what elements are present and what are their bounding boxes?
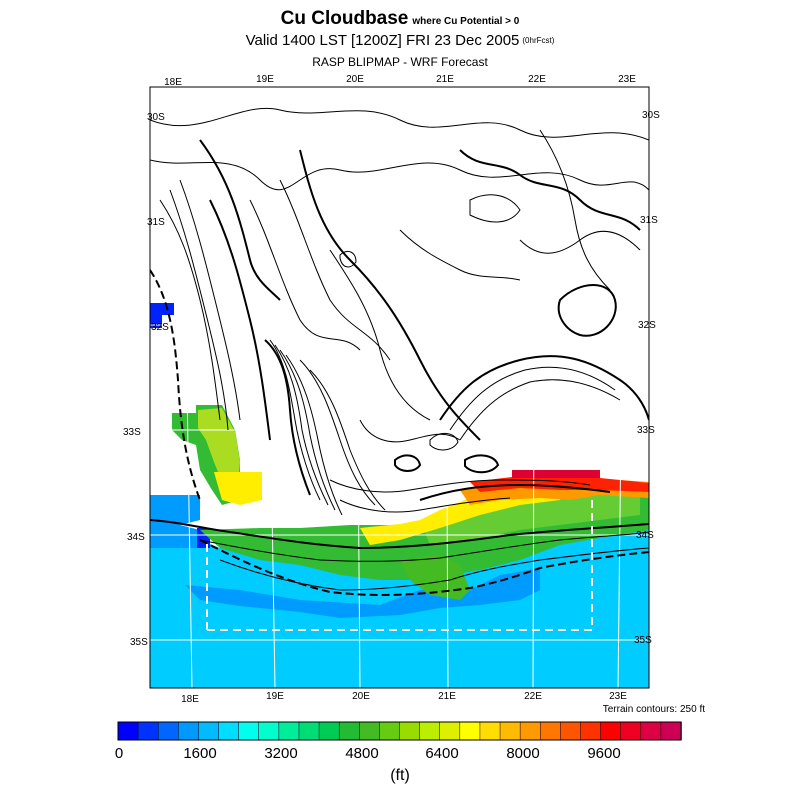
colorbar-swatch [540, 721, 562, 741]
title-main-text: Cu Cloudbase [280, 8, 409, 29]
colorbar-label: 3200 [264, 745, 297, 762]
lon-labels-bottom: 18E 19E 20E 21E 22E 23E [181, 691, 627, 705]
lon-label-bottom: 22E [524, 691, 542, 702]
colorbar-label: 0 [115, 745, 123, 762]
west-coast-yellow [198, 408, 240, 482]
colorbar-swatch [439, 721, 461, 741]
lat-label-right: 35S [634, 635, 652, 646]
colorbar-frame [117, 721, 682, 741]
west-yellow-band [214, 472, 262, 505]
colorbar-swatch [519, 721, 542, 741]
lat-label-left: 30S [147, 112, 165, 123]
lon-label-top: 23E [618, 74, 636, 85]
colorbar-swatches [117, 721, 682, 741]
colorbar-swatch [137, 721, 159, 741]
lat-label-left: 34S [127, 532, 145, 543]
lat-label-left: 35S [130, 637, 148, 648]
colorbar-swatch [620, 721, 642, 741]
lat-label-right: 33S [637, 425, 655, 436]
colorbar-label: 1600 [183, 745, 216, 762]
lon-label-bottom: 23E [609, 691, 627, 702]
lat-labels-right: 30S 31S 32S 33S 34S 35S [634, 110, 660, 646]
colorbar-swatch [660, 721, 682, 741]
lon-label-top: 20E [346, 74, 364, 85]
forecast-hour: (0hrFcst) [522, 36, 555, 45]
lon-label-top: 19E [256, 74, 274, 85]
lon-labels-top: 18E 19E 20E 21E 22E 23E [164, 74, 636, 88]
colorbar-swatch [600, 721, 622, 741]
graticule [150, 87, 649, 688]
lon-label-bottom: 18E [181, 694, 199, 705]
colorbar-swatch [419, 721, 441, 741]
lon-label-top: 22E [528, 74, 546, 85]
inner-domain-box [206, 500, 593, 631]
colorbar-swatch [218, 721, 240, 741]
colorbar-swatch [499, 721, 521, 741]
title-condition: where Cu Potential > 0 [412, 16, 520, 27]
colorbar-swatch [379, 721, 401, 741]
lat-label-left: 33S [123, 427, 141, 438]
colorbar-swatch [338, 721, 361, 741]
lat-label-left: 31S [147, 217, 165, 228]
colorbar-label: 9600 [587, 745, 620, 762]
valid-time-text: Valid 1400 LST [1200Z] FRI 23 Dec 2005 [245, 32, 520, 49]
south-patch-green [400, 555, 470, 600]
lat-label-right: 32S [638, 320, 656, 331]
colorbar-swatch [178, 721, 200, 741]
colorbar-swatch [157, 721, 180, 741]
colorbar-swatch [479, 721, 501, 741]
lat-label-left: 32S [151, 322, 169, 333]
colorbar-swatch [640, 721, 662, 741]
colorbar-swatch [580, 721, 602, 741]
lat-labels-left: 30S 31S 32S 33S 34S 35S [123, 112, 169, 648]
lat-label-right: 30S [642, 110, 660, 121]
colorbar-swatch [399, 721, 421, 741]
colorbar-swatch [238, 721, 260, 741]
lon-label-bottom: 21E [438, 691, 456, 702]
map-title: Cu Cloudbase where Cu Potential > 0 [0, 8, 800, 30]
colorbar-swatch [117, 721, 139, 741]
model-name: RASP BLIPMAP - WRF Forecast [312, 55, 488, 69]
colorbar-swatch [560, 721, 582, 741]
colorbar-label: 4800 [345, 745, 378, 762]
colorbar-swatch [359, 721, 381, 741]
lon-label-top: 21E [436, 74, 454, 85]
lon-label-bottom: 19E [266, 691, 284, 702]
colorbar-swatch [258, 721, 280, 741]
colorbar-swatch [198, 721, 220, 741]
colorbar-units: (ft) [390, 767, 410, 784]
lat-label-right: 31S [640, 215, 658, 226]
lat-label-right: 34S [636, 530, 654, 541]
colorbar-label: 6400 [425, 745, 458, 762]
lon-label-bottom: 20E [352, 691, 370, 702]
valid-time: Valid 1400 LST [1200Z] FRI 23 Dec 2005 (0… [0, 32, 800, 49]
colorbar-swatch [298, 721, 320, 741]
colorbar-swatch [278, 721, 300, 741]
terrain-contour-note: Terrain contours: 250 ft [602, 704, 705, 715]
lon-label-top: 18E [164, 77, 182, 88]
colorbar-label: 8000 [506, 745, 539, 762]
colorbar-swatch [459, 721, 481, 741]
terrain-contours [150, 108, 649, 596]
colorbar-swatch [318, 721, 340, 741]
map-frame [149, 86, 650, 689]
